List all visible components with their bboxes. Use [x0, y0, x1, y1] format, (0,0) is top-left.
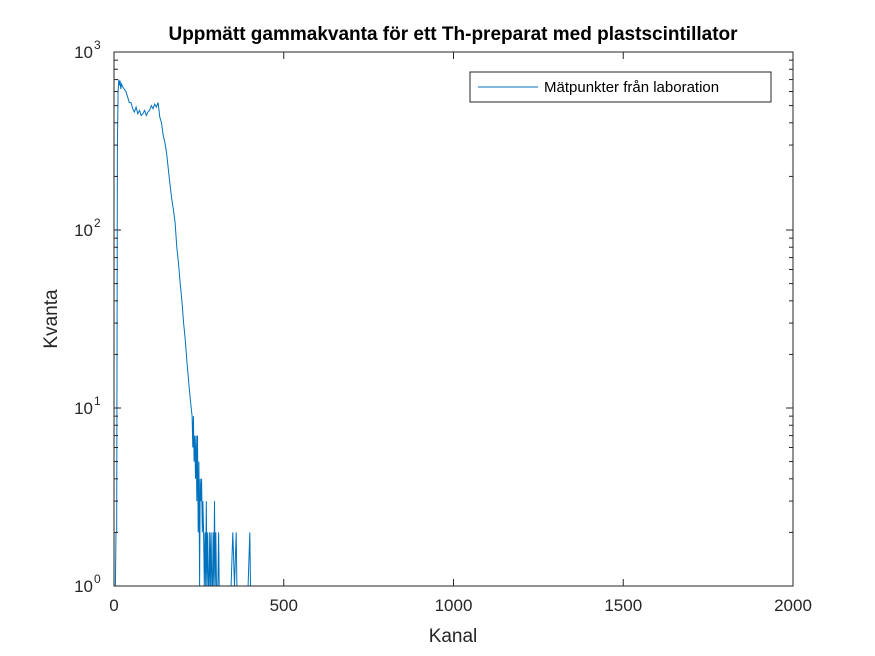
x-tick-label: 500: [270, 596, 298, 615]
y-tick-label-exponent: 2: [94, 216, 101, 230]
y-tick-label-exponent: 1: [94, 394, 101, 408]
x-tick-label: 1500: [604, 596, 642, 615]
x-axis-label: Kanal: [429, 626, 478, 647]
x-tick-label: 0: [109, 596, 118, 615]
y-axis-label: Kvanta: [41, 289, 62, 349]
plot-area: [114, 52, 793, 586]
x-tick-label: 1000: [435, 596, 473, 615]
y-tick-label-exponent: 0: [94, 572, 101, 586]
y-tick-label: 10: [74, 43, 93, 62]
y-tick-label: 10: [74, 577, 93, 596]
x-tick-label: 2000: [774, 596, 812, 615]
y-tick-label: 10: [74, 221, 93, 240]
y-tick-label-exponent: 3: [94, 38, 101, 52]
y-tick-label: 10: [74, 399, 93, 418]
legend-entry-label: Mätpunkter från laboration: [544, 79, 719, 96]
legend: Mätpunkter från laboration: [469, 71, 772, 103]
tick-layer: [113, 51, 794, 587]
chart-title: Uppmätt gammakvanta för ett Th-preparat …: [168, 24, 738, 45]
